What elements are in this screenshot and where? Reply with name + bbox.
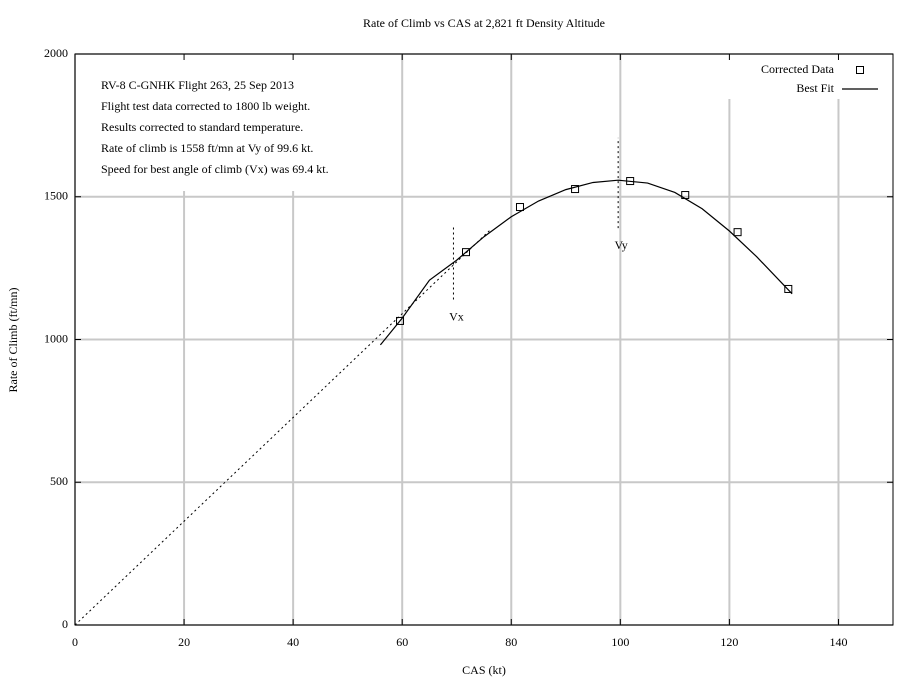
- annotation: Results corrected to standard temperatur…: [101, 120, 303, 134]
- y-tick-label: 1500: [44, 189, 68, 203]
- annotation: Speed for best angle of climb (Vx) was 6…: [101, 162, 329, 176]
- data-point: [733, 228, 742, 237]
- x-axis-label: CAS (kt): [462, 663, 506, 677]
- y-tick-label: 500: [50, 474, 68, 488]
- data-point: [462, 248, 471, 257]
- x-tick-label: 140: [829, 635, 847, 649]
- annotation: Flight test data corrected to 1800 lb we…: [101, 99, 310, 113]
- legend-box: [715, 55, 892, 99]
- data-point: [571, 185, 580, 194]
- fit-line: [379, 179, 793, 346]
- legend-label: Corrected Data: [761, 62, 835, 76]
- data-point: [396, 316, 405, 325]
- chart-title: Rate of Climb vs CAS at 2,821 ft Density…: [363, 16, 605, 30]
- legend-label: Best Fit: [796, 81, 834, 95]
- data-point: [784, 284, 793, 293]
- x-tick-label: 40: [287, 635, 299, 649]
- y-axis-label: Rate of Climb (ft/mn): [6, 288, 20, 393]
- annotation-box: [76, 55, 350, 191]
- x-tick-label: 0: [72, 635, 78, 649]
- annotation: RV-8 C-GNHK Flight 263, 25 Sep 2013: [101, 78, 294, 92]
- y-tick-label: 2000: [44, 46, 68, 60]
- reference-label: Vx: [449, 309, 464, 323]
- legend-marker: [856, 66, 864, 74]
- data-point: [515, 203, 524, 212]
- reference-line: [74, 229, 491, 626]
- reference-label: Vy: [614, 238, 627, 252]
- x-tick-label: 60: [396, 635, 408, 649]
- x-tick-label: 20: [178, 635, 190, 649]
- x-tick-label: 80: [505, 635, 517, 649]
- annotation: Rate of climb is 1558 ft/mn at Vy of 99.…: [101, 141, 313, 155]
- x-tick-label: 120: [720, 635, 738, 649]
- x-tick-label: 100: [611, 635, 629, 649]
- y-tick-label: 0: [62, 617, 68, 631]
- y-tick-label: 1000: [44, 331, 68, 345]
- plot: 0 20 40 60 80 100 120 140 0 500 1000 1500 2000 RV-8 C…: [44, 46, 894, 649]
- plot-frame: [74, 53, 894, 626]
